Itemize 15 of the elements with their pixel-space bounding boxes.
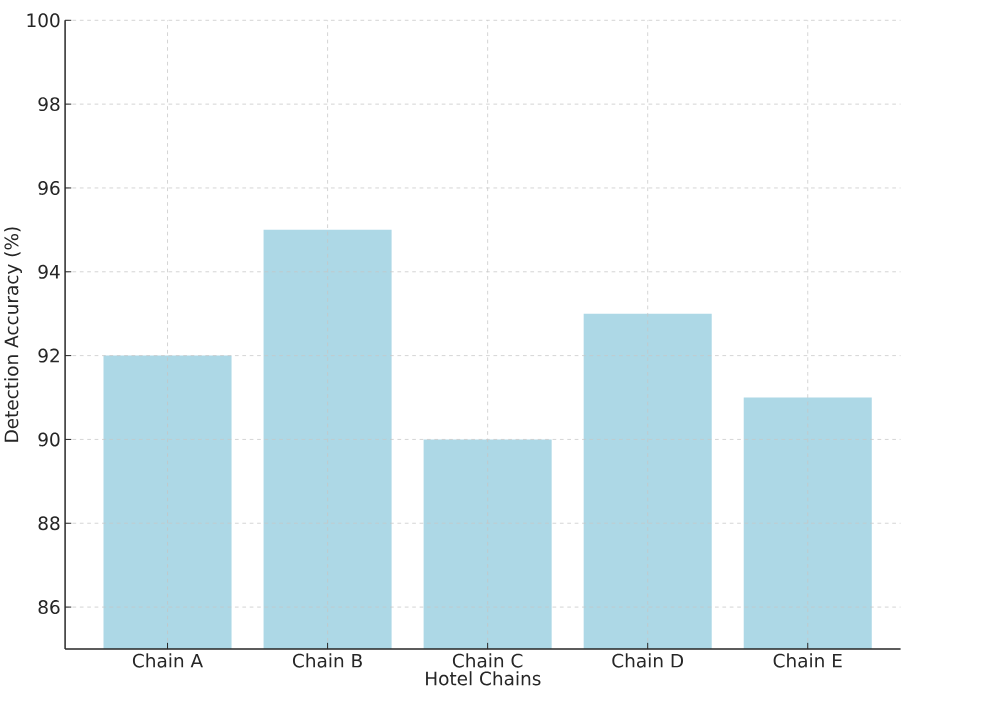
y-tick-label: 86 [38, 599, 60, 614]
y-axis-title: Detection Accuracy (%) [4, 227, 22, 442]
x-tick-label: Chain A [132, 653, 203, 668]
y-tick-label: 88 [38, 516, 60, 531]
x-tick-label: Chain C [452, 653, 523, 668]
x-tick-label: Chain B [292, 653, 362, 668]
x-tick-label: Chain E [773, 653, 842, 668]
y-tick-label: 98 [38, 97, 60, 112]
y-tick-label: 94 [38, 264, 60, 279]
x-tick-label: Chain D [612, 653, 684, 668]
x-axis-title: Hotel Chains [426, 671, 541, 686]
y-tick-label: 90 [38, 432, 60, 447]
y-tick-label: 96 [38, 180, 60, 195]
y-tick-label: 92 [38, 348, 59, 363]
y-tick-label: 100 [27, 13, 60, 28]
